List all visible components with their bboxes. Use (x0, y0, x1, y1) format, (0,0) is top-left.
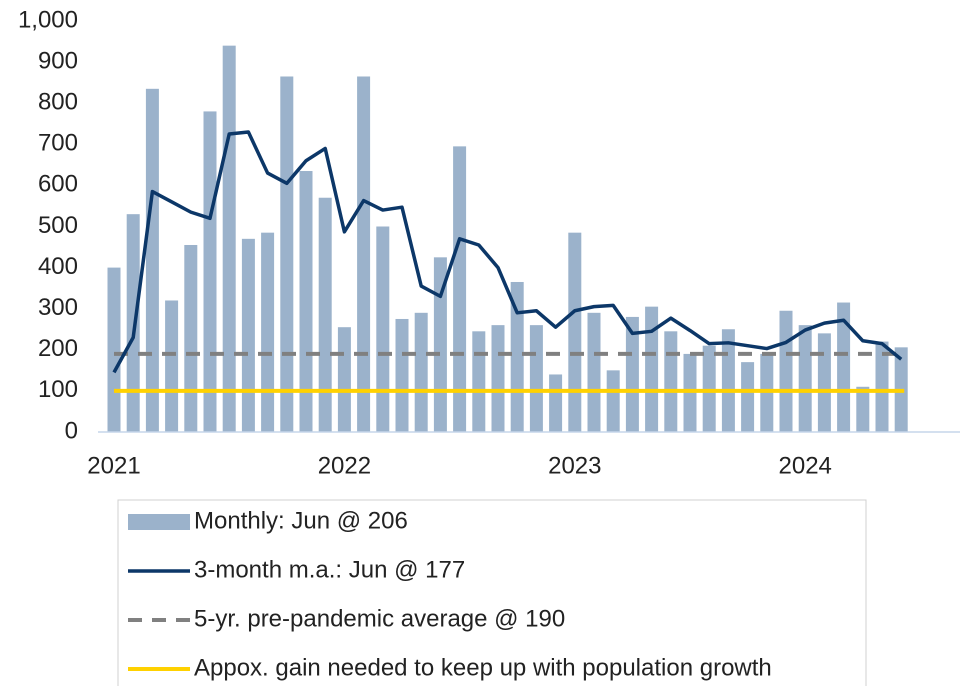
bar (837, 302, 851, 432)
y-tick-label: 600 (38, 171, 78, 198)
y-tick-label: 800 (38, 89, 78, 116)
bar (165, 300, 179, 432)
bar (529, 325, 543, 432)
bar (376, 226, 390, 432)
bar (453, 146, 467, 433)
legend-label: Monthly: Jun @ 206 (194, 507, 408, 534)
y-tick-label: 700 (38, 130, 78, 157)
bar (741, 362, 755, 432)
bar (645, 306, 659, 432)
bar (568, 232, 582, 432)
bar (222, 45, 236, 432)
x-tick-label: 2023 (548, 452, 601, 479)
legend-label: 3-month m.a.: Jun @ 177 (194, 556, 465, 583)
y-tick-label: 300 (38, 294, 78, 321)
ma-line (112, 130, 903, 374)
x-tick-label: 2021 (87, 452, 140, 479)
bar (779, 310, 793, 432)
bar (472, 331, 486, 432)
y-tick-label: 100 (38, 376, 78, 403)
y-tick-label: 1,000 (18, 6, 78, 33)
legend-label: Appox. gain needed to keep up with popul… (194, 654, 772, 681)
legend-label: 5-yr. pre-pandemic average @ 190 (194, 605, 565, 632)
bar (414, 312, 428, 432)
bar (261, 232, 275, 432)
bar (683, 353, 697, 432)
bar (395, 318, 409, 432)
bar (318, 197, 332, 432)
bar (625, 316, 639, 432)
bar (107, 267, 121, 432)
bar (357, 76, 371, 433)
bar (549, 374, 563, 432)
legend-swatch (128, 514, 190, 530)
y-tick-label: 0 (65, 417, 78, 444)
bar (241, 238, 255, 432)
bar (664, 331, 678, 432)
bar (433, 257, 447, 432)
legend-box (117, 499, 867, 686)
bar (491, 325, 505, 432)
bar (145, 88, 159, 432)
x-tick-label: 2022 (318, 452, 371, 479)
bar (702, 345, 716, 432)
bar (817, 333, 831, 432)
bar (798, 325, 812, 432)
bar (606, 370, 620, 432)
y-tick-label: 900 (38, 47, 78, 74)
bar (337, 327, 351, 432)
bar (299, 171, 313, 432)
bar (760, 353, 774, 432)
bar (184, 244, 198, 432)
y-tick-label: 500 (38, 212, 78, 239)
x-tick-label: 2024 (779, 452, 832, 479)
bar (203, 111, 217, 433)
bar (875, 341, 889, 432)
y-tick-label: 400 (38, 253, 78, 280)
bar (856, 386, 870, 432)
bar (280, 76, 294, 433)
y-tick-label: 200 (38, 335, 78, 362)
bar (587, 312, 601, 432)
bar (126, 214, 140, 432)
bar (510, 281, 524, 432)
